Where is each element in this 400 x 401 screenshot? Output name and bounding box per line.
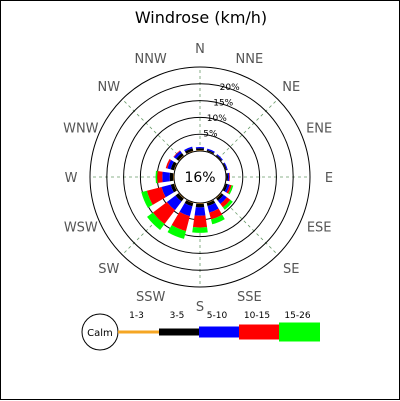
- direction-label-ne: NE: [282, 80, 300, 95]
- petal-se-5-10: [217, 194, 227, 204]
- calm-percent-label: 16%: [184, 170, 215, 186]
- petal-se-15-26: [222, 199, 233, 210]
- legend-label-3-5: 3-5: [170, 311, 185, 321]
- petal-nnw-3-5: [184, 148, 194, 154]
- ring-label: 10%: [207, 114, 227, 124]
- petal-sse-10-15: [209, 208, 223, 220]
- petal-ssw-10-15: [171, 211, 190, 232]
- petal-n-3-5: [196, 148, 204, 151]
- direction-label-nne: NNE: [236, 52, 264, 67]
- ring-label: 15%: [213, 98, 233, 108]
- petal-s-5-10: [194, 207, 206, 216]
- outer-ring: [89, 66, 311, 288]
- petal-ene-5-10: [223, 162, 228, 171]
- petal-ssw-15-26: [167, 225, 187, 239]
- direction-label-sw: SW: [98, 262, 119, 277]
- legend-label-10-15: 10-15: [244, 311, 270, 321]
- petal-s-10-15: [192, 215, 208, 228]
- petal-s-15-26: [192, 227, 208, 233]
- petal-sse-15-26: [210, 214, 225, 225]
- petal-w-15-26: [155, 170, 158, 184]
- calm-circle: [173, 150, 227, 204]
- grid-ring: [139, 116, 261, 238]
- grid-spoke: [121, 98, 182, 159]
- petals: [141, 146, 234, 239]
- direction-labels: N NNE NE ENE E ESE SE SSE S SSW SW WSW W WNW NW NNW: [63, 42, 333, 315]
- petal-wsw-15-26: [141, 190, 153, 208]
- petal-wsw-5-10: [161, 184, 174, 198]
- petal-ssw-3-5: [184, 200, 194, 207]
- ring-label: 5%: [203, 129, 218, 139]
- petal-sw-15-26: [147, 212, 165, 230]
- petal-nw-10-15: [173, 150, 181, 158]
- petal-ssw-5-10: [179, 203, 193, 217]
- petal-ne-3-5: [216, 154, 223, 161]
- petal-w-3-5: [169, 172, 174, 182]
- petal-ne-5-10: [216, 154, 223, 161]
- chart-title: Windrose (km/h): [135, 8, 267, 27]
- direction-label-wnw: WNW: [63, 122, 99, 137]
- petal-wnw-10-15: [165, 159, 171, 169]
- direction-label-wsw: WSW: [64, 220, 98, 235]
- petal-e-10-15: [229, 172, 231, 182]
- petal-wsw-10-15: [146, 186, 166, 205]
- legend: Calm 1-3 3-5 5-10 10-15 15-26: [81, 311, 320, 351]
- petal-ene-3-5: [222, 162, 227, 171]
- petal-se-10-15: [220, 197, 231, 208]
- petal-sw-10-15: [152, 201, 176, 225]
- petal-w-10-15: [157, 171, 163, 183]
- legend-bar-3-5: [159, 328, 199, 336]
- petal-wnw-5-10: [167, 159, 174, 170]
- direction-label-s: S: [196, 300, 204, 315]
- legend-label-1-3: 1-3: [129, 311, 144, 321]
- direction-label-ese: ESE: [307, 220, 332, 235]
- ring-label: 20%: [220, 83, 240, 93]
- direction-label-ssw: SSW: [136, 290, 166, 305]
- direction-label-n: N: [195, 42, 205, 57]
- petal-e-3-5: [226, 173, 229, 181]
- legend-bar-10-15: [239, 324, 279, 340]
- grid-spoke: [218, 98, 279, 159]
- petal-nne-3-5: [206, 149, 215, 155]
- direction-label-nnw: NNW: [134, 52, 166, 67]
- legend-label-15-26: 15-26: [284, 311, 310, 321]
- legend-bar-1-3: [118, 330, 159, 334]
- legend-label-5-10: 5-10: [207, 311, 228, 321]
- direction-label-sse: SSE: [237, 290, 262, 305]
- petal-nne-5-10: [207, 148, 215, 153]
- direction-label-nw: NW: [97, 80, 120, 95]
- direction-label-w: W: [65, 171, 78, 186]
- petal-nw-3-5: [176, 153, 184, 161]
- direction-label-ene: ENE: [306, 122, 332, 137]
- petal-nw-5-10: [173, 150, 182, 159]
- petal-sse-3-5: [206, 200, 216, 207]
- legend-bar-5-10: [199, 326, 239, 338]
- petal-ese-5-10: [224, 184, 230, 193]
- petal-sse-5-10: [207, 202, 219, 213]
- petal-ese-10-15: [226, 184, 232, 194]
- petal-ese-3-5: [222, 183, 228, 192]
- direction-label-e: E: [325, 171, 333, 186]
- legend-bar-15-26: [279, 322, 320, 342]
- petal-w-5-10: [162, 171, 170, 183]
- petal-e-5-10: [227, 172, 230, 182]
- legend-calm-label: Calm: [87, 328, 113, 339]
- petal-nnw-5-10: [184, 146, 193, 152]
- grid-ring: [106, 83, 294, 271]
- petal-ese-15-26: [228, 185, 234, 195]
- petal-wnw-3-5: [170, 161, 177, 171]
- grid-ring: [123, 100, 277, 254]
- petal-sw-3-5: [175, 193, 184, 202]
- petal-sw-5-10: [166, 195, 182, 211]
- petal-s-3-5: [195, 203, 205, 208]
- petal-wsw-3-5: [170, 183, 177, 193]
- ring-labels: 5% 10% 15% 20%: [203, 83, 240, 140]
- direction-label-se: SE: [283, 262, 299, 277]
- petal-se-3-5: [216, 193, 224, 201]
- petal-n-5-10: [195, 146, 205, 149]
